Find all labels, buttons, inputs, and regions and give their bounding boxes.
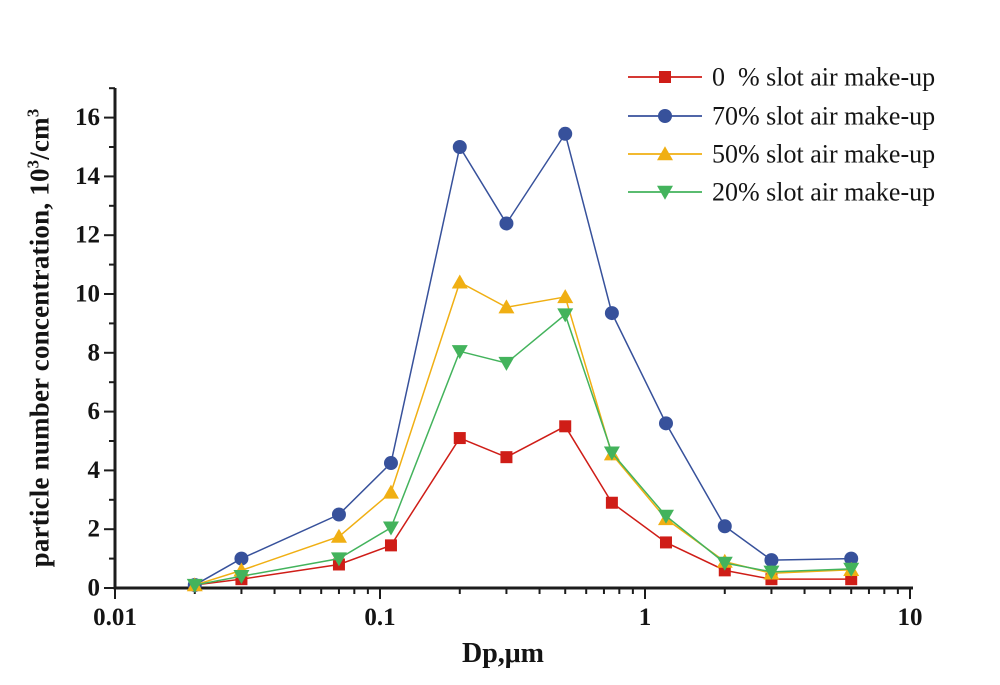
series-0-line bbox=[194, 425, 852, 586]
series-0-marker bbox=[559, 420, 572, 433]
legend-marker bbox=[657, 185, 673, 200]
series-3-marker bbox=[382, 521, 399, 536]
series-1-marker bbox=[844, 551, 859, 566]
series-3-marker bbox=[330, 552, 347, 567]
series-1-line bbox=[194, 131, 852, 586]
x-tick-label: 0.01 bbox=[93, 604, 137, 631]
y-axis-title: particle number concentration, 103/cm3 bbox=[23, 108, 56, 568]
series-3-marker bbox=[843, 562, 860, 577]
series-0-marker bbox=[384, 539, 397, 552]
legend-item-0: 0 % slot air make-up bbox=[628, 63, 935, 92]
y-tick-label: 16 bbox=[75, 104, 100, 131]
legend-marker bbox=[659, 71, 671, 83]
series-3-marker bbox=[763, 565, 780, 580]
series-3-marker bbox=[233, 570, 250, 585]
series-3-marker bbox=[557, 308, 574, 323]
x-axis-title: Dp,μm bbox=[462, 638, 544, 669]
y-tick-label: 2 bbox=[88, 516, 101, 543]
y-tick-label: 4 bbox=[88, 457, 101, 484]
tick-labels: 0 2 4 6 8 10 12 14 16 0.01 0.1 1 10 bbox=[75, 104, 923, 631]
y-tick-label: 8 bbox=[88, 339, 101, 366]
series-0-marker bbox=[500, 451, 513, 464]
series-1-marker bbox=[234, 551, 249, 566]
series-2-line bbox=[194, 281, 852, 586]
y-axis-title-superscript: 3 bbox=[23, 159, 43, 169]
y-tick-label: 14 bbox=[75, 163, 101, 190]
series-1-marker bbox=[452, 140, 467, 154]
legend-item-3: 20% slot air make-up bbox=[628, 178, 935, 207]
legend-marker bbox=[658, 109, 672, 123]
series-0-marker bbox=[845, 573, 858, 586]
y-tick-label: 0 bbox=[88, 575, 101, 602]
series-2-marker bbox=[330, 528, 347, 543]
legend-label: 70% slot air make-up bbox=[712, 102, 935, 131]
y-tick-label: 12 bbox=[75, 222, 100, 249]
series-1-marker bbox=[331, 507, 346, 522]
series-1-marker bbox=[764, 553, 779, 568]
series-1-marker bbox=[383, 456, 398, 471]
series-3 bbox=[186, 308, 860, 593]
x-tick-label: 10 bbox=[898, 604, 923, 631]
series-2-marker bbox=[382, 484, 399, 499]
series-2-marker bbox=[557, 289, 574, 304]
series-1-marker bbox=[658, 416, 673, 431]
series-3-line bbox=[194, 313, 852, 586]
legend-item-1: 70% slot air make-up bbox=[628, 102, 935, 131]
series-1-marker bbox=[558, 126, 573, 141]
legend-item-2: 50% slot air make-up bbox=[628, 140, 935, 169]
x-tick-label: 1 bbox=[639, 604, 652, 631]
y-tick-label: 10 bbox=[75, 281, 100, 308]
series-2 bbox=[186, 274, 860, 592]
series-3-marker bbox=[716, 556, 733, 571]
series-1-marker bbox=[604, 306, 619, 321]
y-tick-label: 6 bbox=[88, 398, 101, 425]
series-3-marker bbox=[657, 509, 674, 524]
series-2-marker bbox=[498, 299, 515, 314]
series-3-marker bbox=[498, 356, 515, 371]
series-2-marker bbox=[451, 274, 468, 289]
series-3-marker bbox=[603, 446, 620, 461]
series-1 bbox=[187, 126, 859, 593]
y-axis-title-text: /cm bbox=[24, 117, 55, 160]
series-0-marker bbox=[605, 496, 618, 509]
series-0 bbox=[188, 420, 858, 592]
legend-label: 20% slot air make-up bbox=[712, 178, 935, 207]
x-tick-label: 0.1 bbox=[364, 604, 395, 631]
series-3-marker bbox=[186, 578, 203, 593]
legend: 0 % slot air make-up 70% slot air make-up… bbox=[628, 63, 935, 207]
legend-marker bbox=[657, 146, 673, 161]
series-1-marker bbox=[499, 216, 514, 231]
series-3-marker bbox=[451, 345, 468, 360]
series-0-marker bbox=[453, 432, 466, 445]
series-0-marker bbox=[659, 536, 672, 549]
y-axis-title-superscript: 3 bbox=[23, 108, 43, 118]
y-axis-title-text: particle number concentration, 10 bbox=[24, 168, 55, 568]
legend-label: 0 % slot air make-up bbox=[712, 63, 935, 92]
tick-marks bbox=[104, 87, 911, 599]
series-1-marker bbox=[717, 519, 732, 534]
legend-label: 50% slot air make-up bbox=[712, 140, 935, 169]
